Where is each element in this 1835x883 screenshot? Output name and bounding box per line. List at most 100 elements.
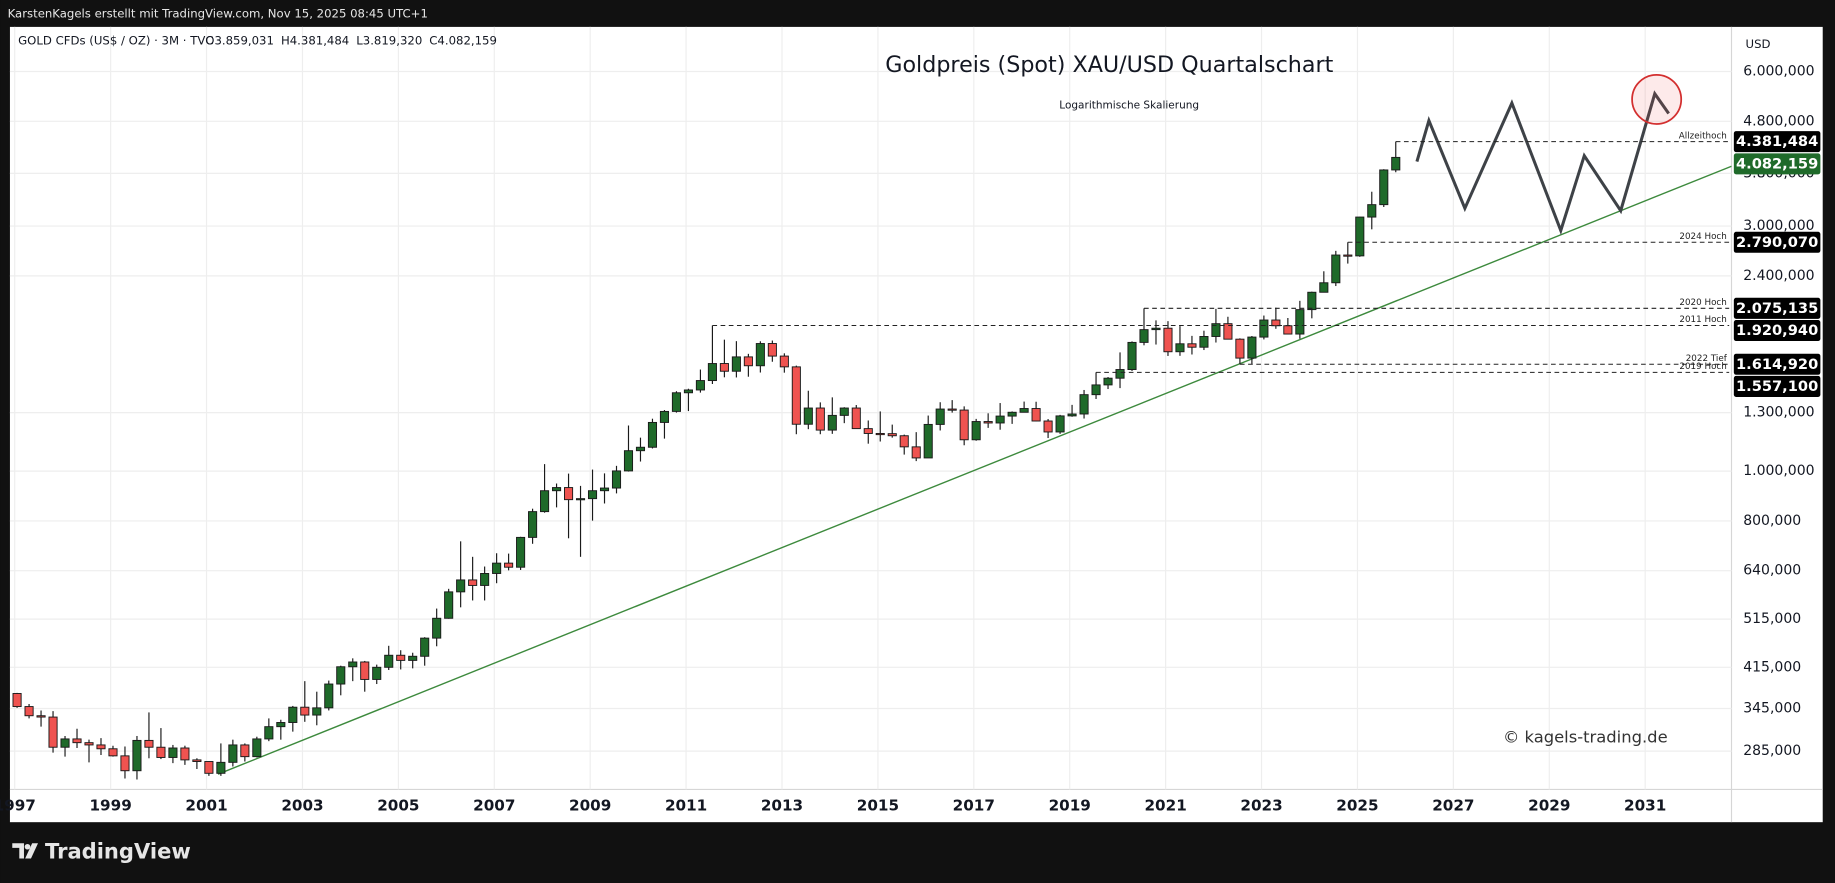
candle-body [1115,369,1125,379]
candle-body [779,355,789,368]
level-name: 2019 Hoch [1679,362,1726,372]
candle-body [683,389,693,394]
candle-body [516,536,526,568]
candle-body [480,573,490,586]
candle-body [396,654,406,661]
candle-body [84,742,94,746]
candle-body [815,407,825,431]
candle-body [1019,408,1029,413]
price-label: 1.557,100 [1736,378,1818,395]
y-tick-label: 415,000 [1743,659,1801,675]
candle-body [731,356,741,372]
candle-body [288,706,298,723]
candle-body [552,487,562,492]
candle-body [623,450,634,472]
candle-body [839,407,849,416]
y-tick-label: 515,000 [1743,611,1801,627]
candle-body [456,579,466,593]
candle-body [540,490,550,513]
candle-body [384,654,394,668]
candle-body [575,498,586,501]
candle-body [48,716,58,748]
logo-mark [12,843,39,859]
x-tick-label: 2027 [1432,796,1474,814]
candle-body [1271,319,1281,327]
candle-body [719,363,729,372]
candle-body [60,738,70,748]
chart-panel [9,26,1823,823]
candle-body [1355,216,1365,257]
ohlc-legend: O3.859,031 H4.381,484 L3.819,320 C4.082,159 [205,33,497,47]
price-label-box [1733,320,1821,342]
candle-body [192,759,202,762]
x-tick-label: 2017 [953,796,995,814]
candle-body [1079,394,1089,415]
candle-body [1343,254,1353,257]
x-tick-label: 2011 [665,796,707,814]
y-tick-label: 1.000,000 [1743,463,1814,479]
candle-body [887,433,897,437]
y-tick-label: 640,000 [1743,563,1801,579]
candle-body [1031,408,1041,422]
candle-body [1067,413,1077,417]
candle-body [671,392,681,412]
candle-body [1103,377,1113,386]
candle-body [1163,327,1173,353]
y-tick-label: 285,000 [1743,743,1801,759]
ohlc-value: C4.082,159 [429,33,497,47]
y-tick-label: 1.300,000 [1743,405,1814,421]
candle-body [432,617,442,639]
candle-body [1139,329,1149,343]
footer-logo-text: TradingView [45,839,191,864]
x-tick-label: 2015 [857,796,899,814]
candle-body [851,407,861,430]
level-name: 2022 Tief [1686,354,1728,364]
candle-body [276,722,286,728]
candle-body [959,409,969,441]
overlay: Allzeithoch 2024 Hoch 2020 Hoch 2011 Hoch 20… [712,73,1821,397]
candle-body [1367,204,1377,218]
x-tick-label: 2009 [569,796,611,814]
candle-body [1223,323,1233,340]
candle-body [204,761,214,774]
candle-body [791,366,801,425]
candle-body [911,446,921,459]
candle-body [300,706,310,716]
price-label: 4.381,484 [1736,133,1818,150]
candle-body [408,655,418,661]
candle-body [1391,156,1401,171]
x-tick-label: 2001 [185,796,227,814]
candle-body [12,693,22,708]
candle-body [659,410,670,423]
candle-body [743,356,753,367]
candle-body [1259,319,1269,338]
candle-body [348,661,358,668]
candle-body [312,707,322,716]
price-label-box [1733,375,1821,397]
x-tick-label: 2003 [281,796,323,814]
chart-title: Goldpreis (Spot) XAU/USD Quartalschart [885,52,1333,78]
logo-dot [24,843,31,850]
candle-body [755,343,765,367]
y-tick-label: 6.000,000 [1743,64,1814,80]
x-tick-label: 2029 [1528,796,1570,814]
candle-body [995,415,1005,424]
level-name: 2020 Hoch [1679,298,1726,308]
candle-body [96,744,106,750]
candle-body [144,739,154,748]
candle-body [336,666,346,685]
candle-body [180,747,190,761]
candle-body [420,637,430,657]
candle-body [360,661,370,680]
x-tick-label: 2023 [1240,796,1282,814]
y-tick-label: 2.400,000 [1743,268,1814,284]
price-label: 4.082,159 [1736,155,1818,172]
level-name: 2011 Hoch [1679,315,1726,325]
candle-body [564,487,574,501]
candle-body [216,761,226,774]
candle-body [1295,309,1305,335]
x-tick-label: 2007 [473,796,515,814]
y-tick-label: 3.000,000 [1743,218,1814,234]
